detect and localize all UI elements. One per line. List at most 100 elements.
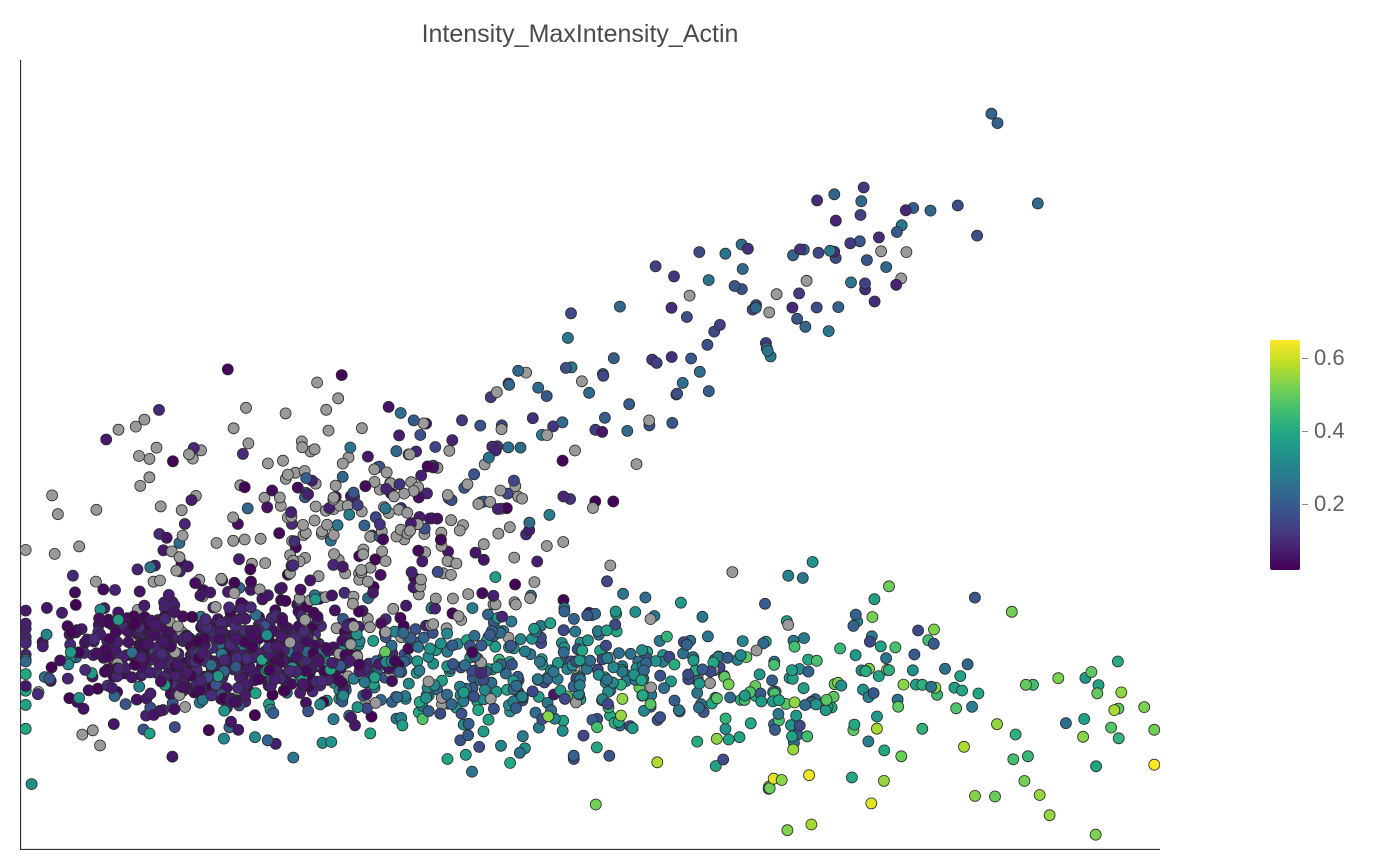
scatter-point	[644, 415, 655, 426]
scatter-point	[67, 570, 78, 581]
scatter-point	[380, 627, 391, 638]
scatter-point	[297, 442, 308, 453]
scatter-point	[279, 685, 290, 696]
scatter-point	[130, 421, 141, 432]
scatter-point	[278, 455, 289, 466]
scatter-point	[907, 665, 918, 676]
scatter-point	[754, 669, 765, 680]
scatter-point	[929, 624, 940, 635]
scatter-point	[614, 301, 625, 312]
scatter-point	[380, 646, 391, 657]
scatter-point	[820, 705, 831, 716]
scatter-point	[171, 565, 182, 576]
scatter-point	[688, 655, 699, 666]
scatter-point	[123, 637, 134, 648]
scatter-point	[148, 710, 159, 721]
scatter-point	[558, 491, 569, 502]
scatter-point	[506, 659, 517, 670]
scatter-point	[751, 645, 762, 656]
scatter-point	[446, 515, 457, 526]
scatter-point	[211, 538, 222, 549]
scatter-point	[509, 552, 520, 563]
scatter-point	[110, 585, 121, 596]
scatter-point	[476, 640, 487, 651]
scatter-point	[26, 779, 37, 790]
scatter-point	[478, 726, 489, 737]
scatter-point	[675, 597, 686, 608]
scatter-point	[241, 653, 252, 664]
scatter-point	[362, 451, 373, 462]
scatter-point	[1078, 731, 1089, 742]
scatter-point	[952, 200, 963, 211]
scatter-point	[134, 586, 145, 597]
scatter-point	[515, 634, 526, 645]
scatter-point	[242, 503, 253, 514]
scatter-point	[20, 669, 31, 680]
scatter-point	[1149, 759, 1160, 770]
scatter-point	[1032, 198, 1043, 209]
scatter-point	[210, 601, 221, 612]
scatter-point	[380, 503, 391, 514]
scatter-point	[940, 663, 951, 674]
scatter-point	[229, 588, 240, 599]
scatter-point	[47, 490, 58, 501]
scatter-point	[394, 430, 405, 441]
scatter-point	[132, 564, 143, 575]
scatter-point	[771, 289, 782, 300]
scatter-point	[463, 718, 474, 729]
scatter-point	[155, 676, 166, 687]
scatter-point	[160, 613, 171, 624]
scatter-point	[559, 693, 570, 704]
scatter-point	[134, 451, 145, 462]
colorbar: 0.20.40.6	[1270, 340, 1300, 570]
scatter-point	[773, 708, 784, 719]
scatter-point	[327, 590, 338, 601]
scatter-point	[120, 699, 131, 710]
scatter-point	[568, 750, 579, 761]
scatter-point	[558, 647, 569, 658]
scatter-point	[145, 688, 156, 699]
scatter-point	[158, 637, 169, 648]
scatter-point	[237, 448, 248, 459]
scatter-point	[574, 655, 585, 666]
scatter-point	[114, 663, 125, 674]
scatter-point	[230, 661, 241, 672]
scatter-point	[845, 238, 856, 249]
scatter-point	[370, 554, 381, 565]
scatter-point	[184, 449, 195, 460]
scatter-point	[216, 573, 227, 584]
scatter-point	[179, 519, 190, 530]
scatter-point	[669, 271, 680, 282]
scatter-point	[866, 798, 877, 809]
scatter-point	[447, 435, 458, 446]
scatter-point	[767, 675, 778, 686]
scatter-point	[435, 638, 446, 649]
scatter-point	[453, 611, 464, 622]
scatter-point	[703, 275, 714, 286]
scatter-point	[684, 290, 695, 301]
scatter-point	[823, 326, 834, 337]
scatter-point	[544, 509, 555, 520]
scatter-point	[177, 681, 188, 692]
scatter-point	[850, 609, 861, 620]
scatter-point	[503, 442, 514, 453]
scatter-point	[345, 442, 356, 453]
scatter-point	[430, 442, 441, 453]
scatter-point	[928, 638, 939, 649]
scatter-point	[973, 688, 984, 699]
scatter-point	[584, 387, 595, 398]
scatter-point	[514, 747, 525, 758]
scatter-point	[497, 611, 508, 622]
scatter-point	[570, 626, 581, 637]
scatter-point	[548, 666, 559, 677]
scatter-point	[70, 599, 81, 610]
scatter-point	[303, 706, 314, 717]
scatter-point	[232, 682, 243, 693]
scatter-point	[416, 574, 427, 585]
scatter-point	[245, 602, 256, 613]
scatter-point	[214, 634, 225, 645]
scatter-point	[722, 652, 733, 663]
scatter-point	[326, 737, 337, 748]
scatter-point	[967, 701, 978, 712]
scatter-point	[557, 417, 568, 428]
